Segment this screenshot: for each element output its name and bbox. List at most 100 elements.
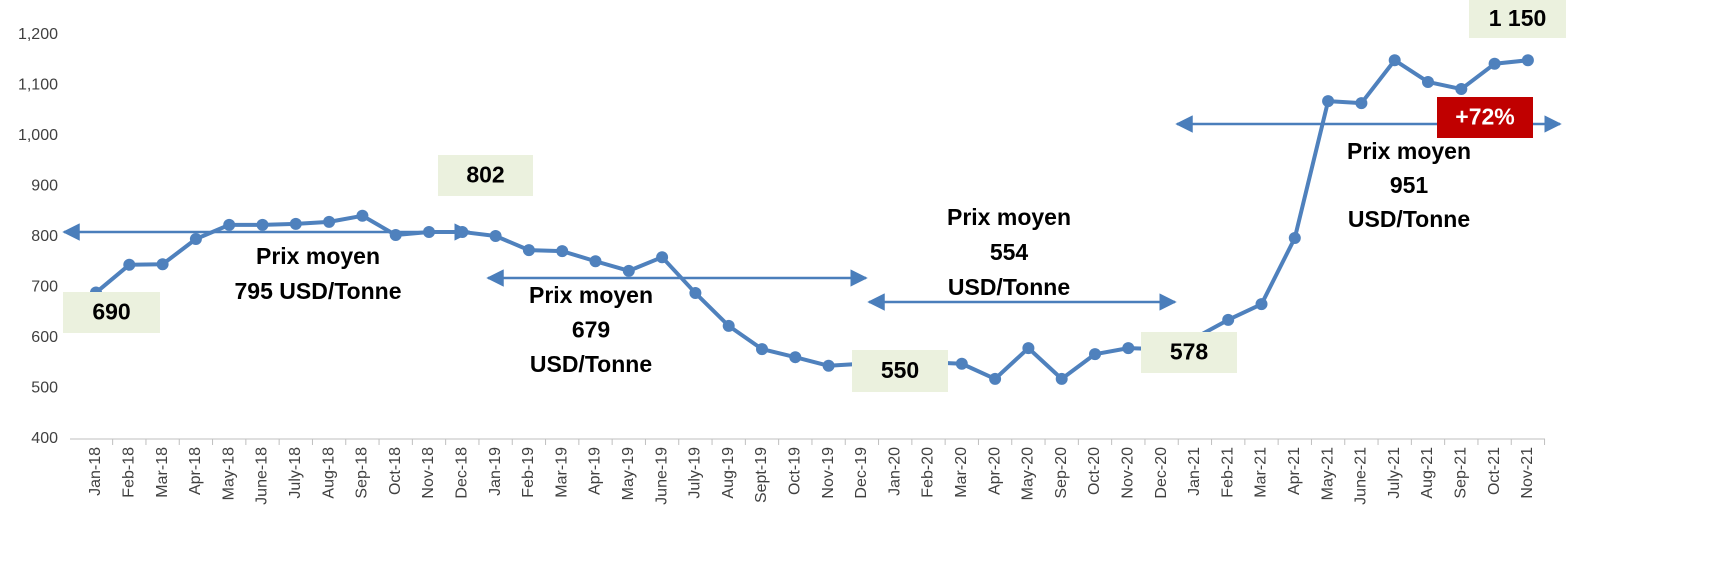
- point: [1455, 83, 1468, 96]
- y-tick-label: 500: [31, 380, 58, 397]
- point: [289, 217, 302, 230]
- x-tick-label: July-19: [687, 447, 704, 499]
- x-tick-label: Aug-21: [1419, 447, 1436, 499]
- x-tick-label: Apr-19: [587, 447, 604, 495]
- point: [423, 225, 435, 238]
- x-tick-label: Nov-18: [420, 447, 437, 499]
- y-tick-label: 400: [31, 430, 58, 447]
- x-tick-label: Mar-20: [953, 447, 970, 498]
- point: [323, 215, 336, 228]
- x-tick-label: Oct-21: [1486, 447, 1503, 495]
- point: [489, 229, 502, 242]
- point: [1488, 57, 1501, 70]
- point: [1288, 232, 1301, 245]
- x-tick-label: Aug-18: [320, 447, 337, 499]
- x-tick-label: July-21: [1386, 447, 1403, 499]
- arrows: [62, 115, 1562, 311]
- x-tick-label: Nov-19: [820, 447, 837, 499]
- x-tick-label: Jan-21: [1186, 447, 1203, 496]
- x-tick-label: May-21: [1319, 447, 1336, 500]
- point: [189, 233, 202, 246]
- x-tick-label: June-18: [254, 447, 271, 505]
- x-tick-label: Nov-21: [1519, 447, 1536, 499]
- x-tick-label: Apr-18: [187, 447, 204, 495]
- callout-box: [438, 155, 533, 196]
- x-tick-label: Sep-18: [354, 447, 371, 499]
- point: [456, 225, 469, 238]
- callout-label: 690: [92, 299, 130, 325]
- x-tick-label: May-20: [1020, 447, 1037, 500]
- point: [789, 351, 802, 364]
- x-tick-label: Nov-20: [1120, 447, 1137, 499]
- annotation: Prix moyen: [947, 204, 1071, 230]
- y-tick-label: 1,000: [18, 127, 58, 144]
- point: [1422, 75, 1434, 88]
- point: [1022, 342, 1035, 355]
- x-tick-label: Dec-20: [1153, 447, 1170, 499]
- y-tick-label: 700: [31, 279, 58, 296]
- annotation: 795 USD/Tonne: [235, 278, 402, 304]
- point: [1222, 313, 1235, 326]
- y-tick-label: 800: [31, 228, 58, 245]
- point: [556, 245, 569, 258]
- callout-label: 802: [466, 162, 504, 188]
- point: [689, 287, 702, 300]
- point: [123, 258, 136, 271]
- point: [622, 264, 635, 277]
- point: [722, 319, 735, 332]
- callout-box: [1469, 0, 1566, 38]
- point: [1521, 54, 1534, 67]
- point: [589, 255, 602, 268]
- annotation: USD/Tonne: [948, 274, 1070, 300]
- x-tick-label: Feb-19: [520, 447, 537, 498]
- y-tick-label: 900: [31, 178, 58, 195]
- x-tick-label: Mar-21: [1253, 447, 1270, 498]
- y-tick-label: 1,100: [18, 77, 58, 94]
- x-tick-label: Dec-19: [853, 447, 870, 499]
- point: [955, 357, 968, 370]
- point: [256, 218, 269, 231]
- callout-box: [63, 292, 160, 333]
- x-tick-label: June-21: [1353, 447, 1370, 505]
- annotation: USD/Tonne: [530, 351, 652, 377]
- annotation: Prix moyen: [1347, 138, 1471, 164]
- point: [389, 228, 402, 241]
- x-tick-label: Aug-19: [720, 447, 737, 499]
- callout-label: 550: [881, 357, 919, 383]
- annotation: Prix moyen: [529, 282, 653, 308]
- point: [989, 372, 1002, 385]
- x-tick-label: May-18: [220, 447, 237, 500]
- annotation: 554: [990, 239, 1029, 265]
- point: [756, 343, 768, 356]
- annotation: USD/Tonne: [1348, 206, 1470, 232]
- x-tick-label: Jan-20: [886, 447, 903, 496]
- x-tick-label: July-18: [287, 447, 304, 499]
- point: [1322, 95, 1335, 108]
- point: [1355, 97, 1368, 110]
- point: [156, 258, 169, 271]
- line: [94, 58, 1529, 381]
- x-tick-label: Feb-18: [121, 447, 138, 498]
- x-tick-label: Jan-18: [87, 447, 104, 496]
- point: [1089, 348, 1101, 361]
- x-tick-label: Jan-19: [487, 447, 504, 496]
- x-tick-label: Mar-18: [154, 447, 171, 498]
- callout-box: [1141, 332, 1237, 373]
- x-tick-label: May-19: [620, 447, 637, 500]
- x-tick-label: Sept-19: [753, 447, 770, 503]
- x-tick-label: Dec-18: [454, 447, 471, 499]
- annotation: Prix moyen: [256, 243, 380, 269]
- point: [1055, 372, 1068, 385]
- y-tick-label: 600: [31, 329, 58, 346]
- x-tick-label: Feb-21: [1219, 447, 1236, 498]
- point: [1388, 54, 1401, 67]
- x-tick-label: Oct-18: [387, 447, 404, 495]
- point: [356, 209, 369, 222]
- callout-label: 578: [1170, 339, 1209, 365]
- x-tick-label: Sep-20: [1053, 447, 1070, 499]
- x-tick-label: Mar-19: [553, 447, 570, 498]
- point: [223, 218, 236, 231]
- callout-label: 1 150: [1489, 5, 1547, 31]
- point: [1255, 298, 1268, 311]
